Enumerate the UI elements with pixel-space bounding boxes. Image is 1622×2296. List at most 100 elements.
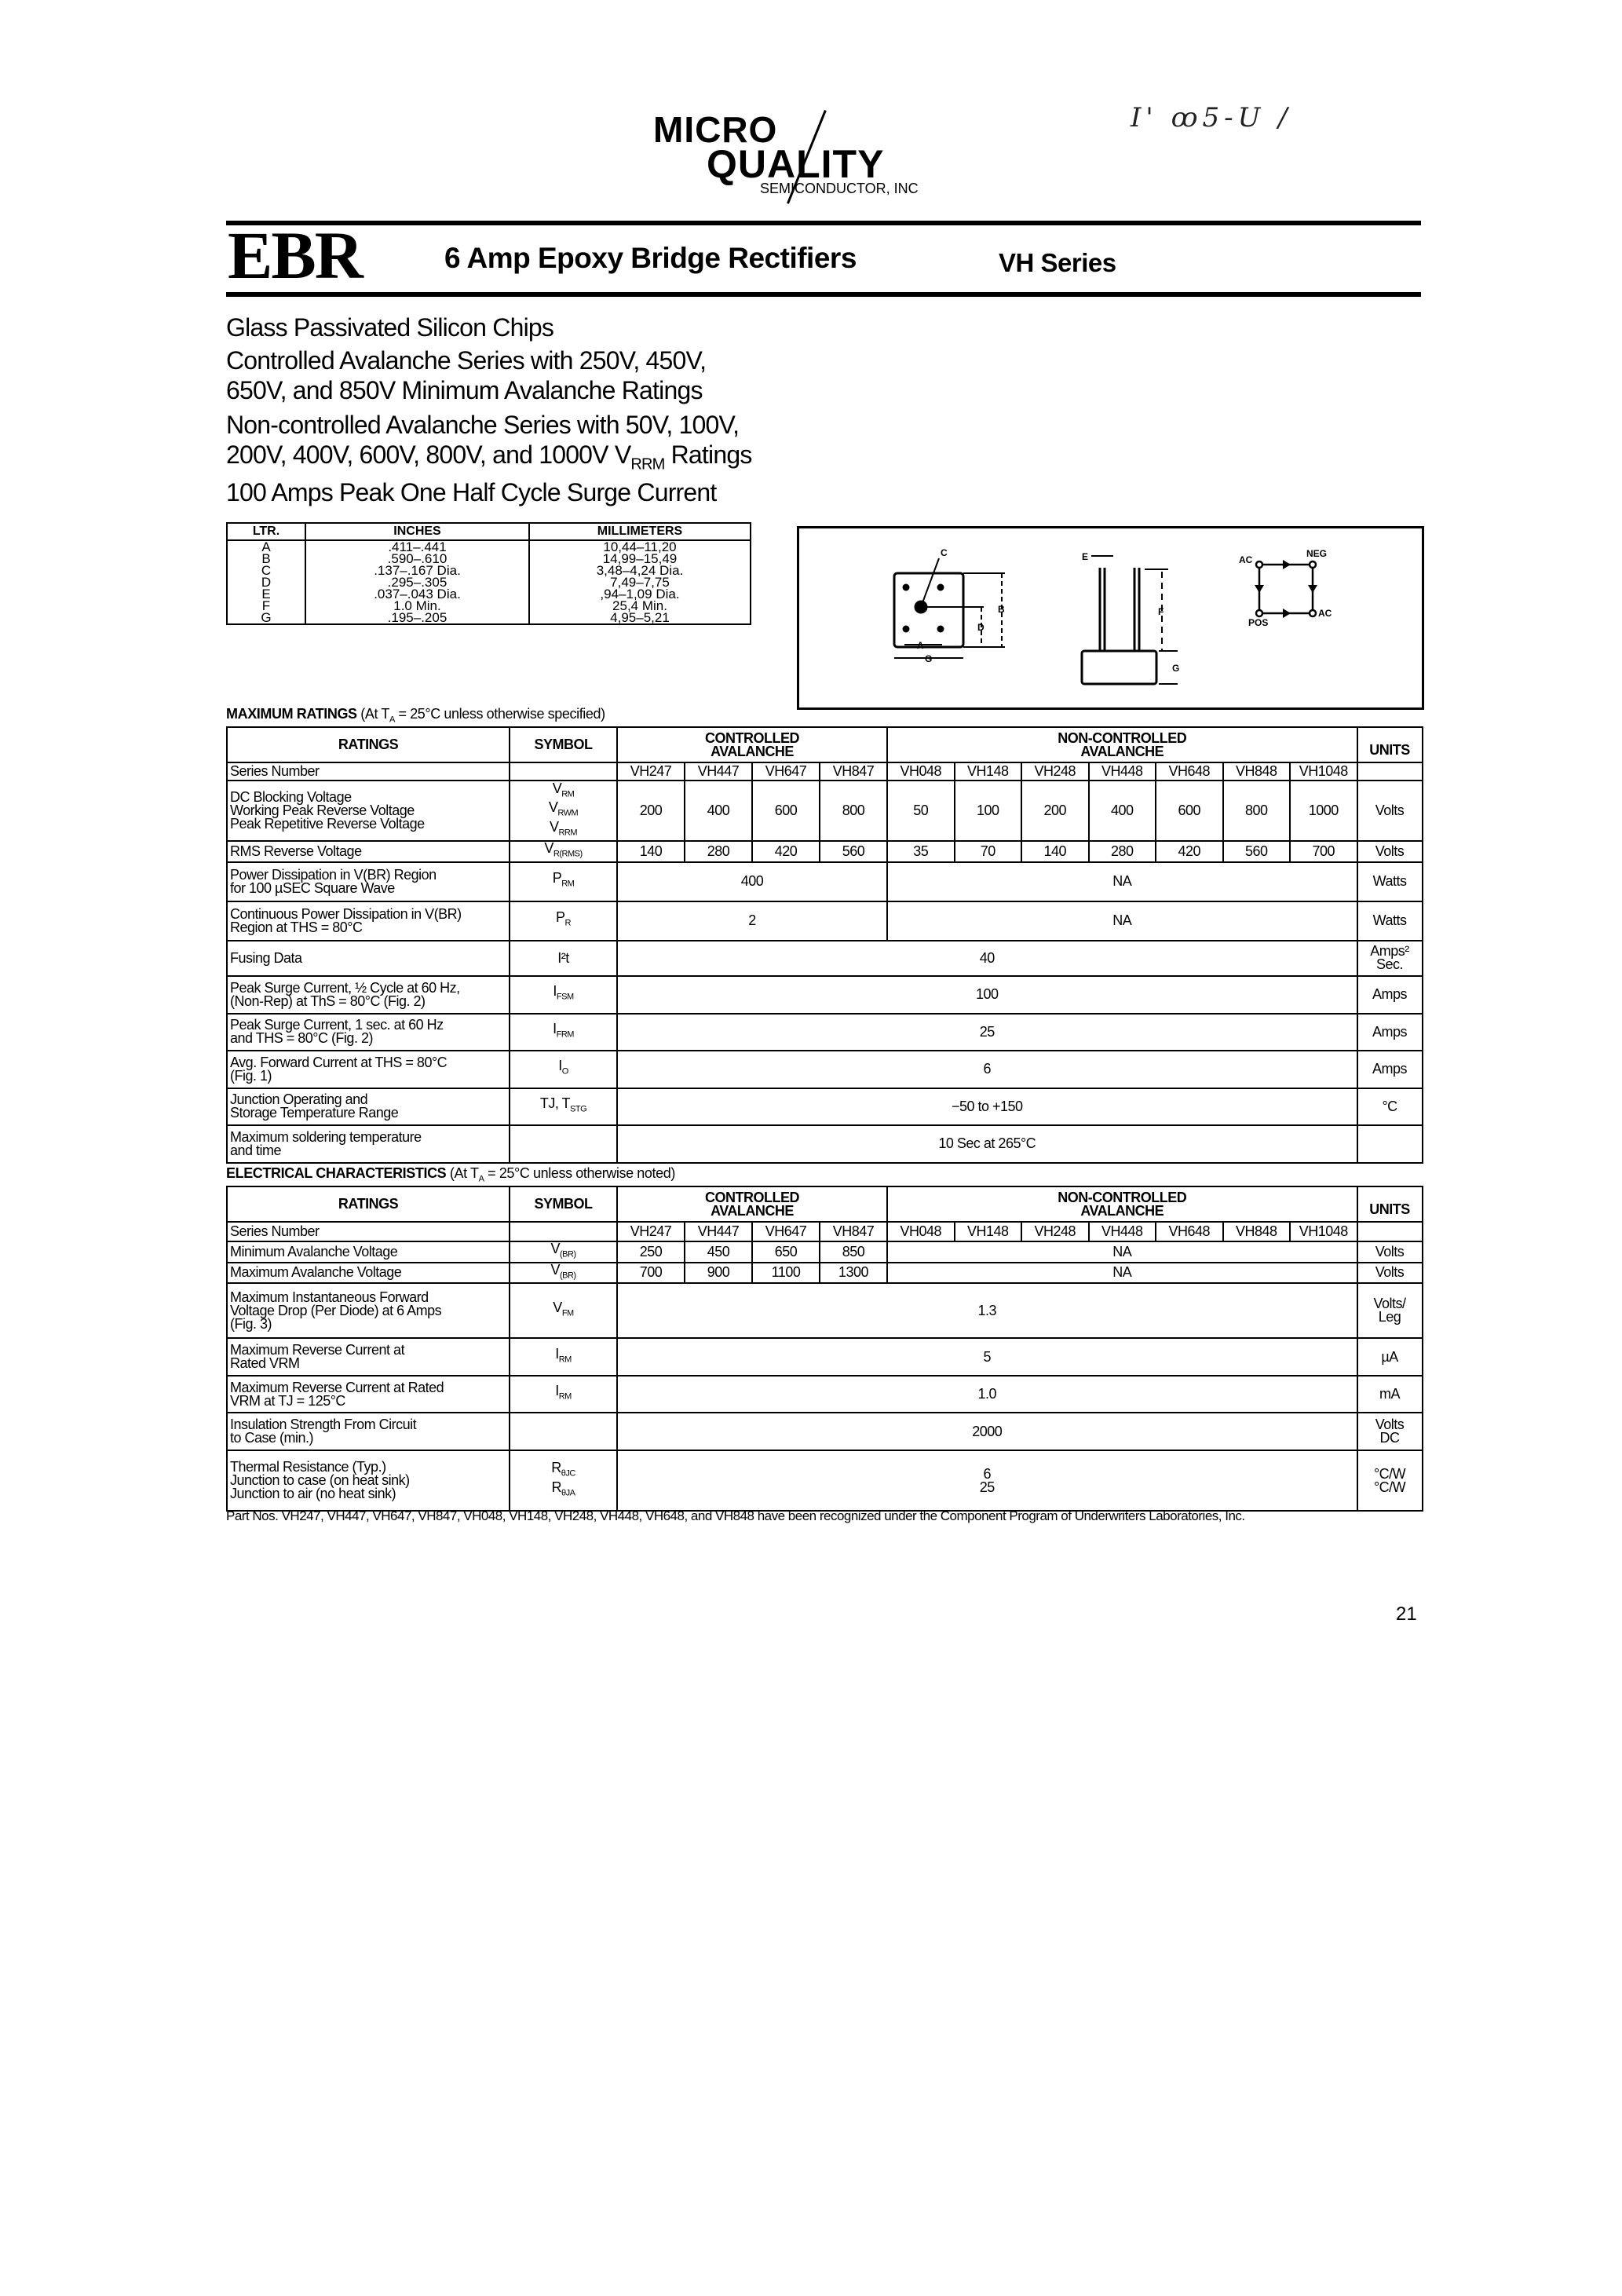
header-noncontrolled-avalanche: NON-CONTROLLED AVALANCHE bbox=[886, 726, 1358, 763]
all-series-value-cell: 1.3 bbox=[616, 1282, 1358, 1340]
feature-3-text: Non-controlled Avalanche Series with 50V… bbox=[226, 411, 740, 469]
max-ratings-title-bold: MAXIMUM RATINGS bbox=[226, 706, 357, 722]
controlled-value-cell: 650 bbox=[751, 1241, 820, 1263]
symbol-subscript: (BR) bbox=[559, 1270, 576, 1281]
package-diagram: C A G B D E F G AC NEG POS AC bbox=[797, 526, 1424, 710]
series-number: VH448 bbox=[1087, 1221, 1156, 1242]
symbol-base: R bbox=[551, 1479, 562, 1495]
rating-label: Maximum soldering temperature and time bbox=[226, 1124, 510, 1164]
label-c: C bbox=[941, 547, 948, 558]
all-series-value-cell: 2000 bbox=[616, 1412, 1358, 1452]
rating-label: Peak Surge Current, 1 sec. at 60 Hz and … bbox=[226, 1012, 510, 1051]
label-e: E bbox=[1082, 551, 1088, 562]
symbol-base: P bbox=[552, 870, 562, 887]
series-number: VH647 bbox=[751, 762, 820, 781]
dims-inches: .411–.441 .590–.610 .137–.167 Dia. .295–… bbox=[305, 540, 530, 625]
units-cell: Volts bbox=[1356, 840, 1423, 863]
header-noncontrolled-avalanche: NON-CONTROLLED AVALANCHE bbox=[886, 1186, 1358, 1223]
label-ac-1: AC bbox=[1239, 554, 1253, 565]
symbol-subscript: FSM bbox=[556, 992, 574, 1002]
controlled-value-cell: 400 bbox=[616, 861, 888, 902]
feature-1: Glass Passivated Silicon Chips bbox=[226, 313, 554, 342]
symbol-base: P bbox=[556, 909, 565, 926]
series-number: VH1048 bbox=[1289, 762, 1358, 781]
value-cell: 280 bbox=[684, 840, 753, 863]
controlled-value-cell: 2 bbox=[616, 900, 888, 941]
header-units: UNITS bbox=[1356, 726, 1423, 763]
bottom-rule bbox=[226, 292, 1421, 297]
rating-label: Insulation Strength From Circuit to Case… bbox=[226, 1412, 510, 1452]
series-units-empty bbox=[1356, 1221, 1423, 1242]
symbol-base: I bbox=[555, 1345, 559, 1362]
max-ratings-title: MAXIMUM RATINGS (At TA = 25°C unless oth… bbox=[226, 706, 605, 725]
symbol-cell: V(BR) bbox=[509, 1241, 618, 1263]
dims-header-mm: MILLIMETERS bbox=[528, 522, 751, 541]
symbol-subscript: R bbox=[564, 918, 572, 928]
all-series-value-cell: 10 Sec at 265°C bbox=[616, 1124, 1358, 1164]
table-row: DC Blocking Voltage Working Peak Reverse… bbox=[226, 780, 1423, 842]
series-number: VH848 bbox=[1222, 762, 1291, 781]
value-cell: 140 bbox=[1021, 840, 1090, 863]
all-series-value-cell: 40 bbox=[616, 939, 1358, 977]
series-number: VH648 bbox=[1155, 1221, 1224, 1242]
rating-label: Maximum Reverse Current at Rated VRM bbox=[226, 1337, 510, 1377]
units-cell: Amps bbox=[1356, 1049, 1423, 1089]
series-number-label: Series Number bbox=[226, 762, 510, 781]
all-series-value-cell: 100 bbox=[616, 974, 1358, 1015]
series-number-label: Series Number bbox=[226, 1221, 510, 1242]
units-cell: Volts bbox=[1356, 1261, 1423, 1285]
symbol-subscript: RM bbox=[558, 1355, 572, 1365]
rating-label: Avg. Forward Current at THS = 80°C (Fig.… bbox=[226, 1049, 510, 1089]
product-code: EBR bbox=[228, 218, 363, 293]
series-number: VH248 bbox=[1021, 762, 1090, 781]
symbol-subscript: STG bbox=[570, 1104, 587, 1114]
max-ratings-title-rest: (At T bbox=[356, 706, 389, 722]
controlled-value-cell: 700 bbox=[616, 1261, 685, 1285]
symbol-cell bbox=[509, 1124, 618, 1164]
units-cell: Watts bbox=[1356, 861, 1423, 902]
max-ratings-table: RATINGS SYMBOL CONTROLLED AVALANCHE NON-CON… bbox=[226, 726, 1423, 1164]
label-g: G bbox=[925, 653, 932, 664]
rating-label: Power Dissipation in V(BR) Region for 10… bbox=[226, 861, 510, 902]
electrical-title-sub: A bbox=[478, 1174, 484, 1184]
table-row: Maximum Instantaneous Forward Voltage Dr… bbox=[226, 1282, 1423, 1340]
rating-label: Thermal Resistance (Typ.) Junction to ca… bbox=[226, 1450, 510, 1512]
series-number: VH847 bbox=[819, 1221, 888, 1242]
units-cell: Volts bbox=[1356, 1241, 1423, 1263]
table-row: Minimum Avalanche Voltage V(BR) 250 450 650 8… bbox=[226, 1241, 1423, 1263]
feature-3-sub: RRM bbox=[630, 455, 665, 473]
max-ratings-title-end: = 25°C unless otherwise specified) bbox=[394, 706, 605, 722]
all-series-value-cell: 5 bbox=[616, 1337, 1358, 1377]
symbol-base: I²t bbox=[557, 949, 569, 966]
units-cell bbox=[1356, 1124, 1423, 1164]
all-series-value-cell: 6 25 bbox=[616, 1450, 1358, 1512]
symbol-subscript: RM bbox=[558, 1391, 572, 1402]
table-row: Insulation Strength From Circuit to Case… bbox=[226, 1412, 1423, 1452]
series-symbol-empty bbox=[509, 1221, 618, 1242]
controlled-value-cell: 850 bbox=[819, 1241, 888, 1263]
dims-letters: A B C D E F G bbox=[226, 540, 306, 625]
rating-label: Junction Operating and Storage Temperatu… bbox=[226, 1087, 510, 1126]
series-units-empty bbox=[1356, 762, 1423, 781]
symbol-cell: IRM bbox=[509, 1375, 618, 1414]
value-cell: 800 bbox=[819, 780, 888, 842]
symbol-base: I bbox=[553, 983, 557, 1000]
units-cell: Amps bbox=[1356, 974, 1423, 1015]
label-neg: NEG bbox=[1306, 548, 1327, 559]
handwritten-note: I' ꝏ5-U / bbox=[1131, 102, 1292, 133]
symbol-base: V bbox=[550, 1241, 560, 1256]
series-number: VH647 bbox=[751, 1221, 820, 1242]
symbol-cell: RθJC RθJA bbox=[509, 1450, 618, 1512]
series-symbol-empty bbox=[509, 762, 618, 781]
noncontrolled-value-cell: NA bbox=[886, 1261, 1358, 1285]
electrical-title-bold: ELECTRICAL CHARACTERISTICS bbox=[226, 1165, 447, 1181]
logo-semiconductor: SEMICONDUCTOR, INC bbox=[760, 181, 919, 196]
rating-label: Continuous Power Dissipation in V(BR) Re… bbox=[226, 900, 510, 941]
max-ratings-title-sub: A bbox=[389, 715, 395, 725]
page-title: 6 Amp Epoxy Bridge Rectifiers bbox=[444, 242, 857, 274]
symbol-subscript: RRM bbox=[558, 828, 578, 838]
rating-label: Peak Surge Current, ½ Cycle at 60 Hz, (N… bbox=[226, 974, 510, 1015]
symbol-base: V bbox=[544, 840, 553, 856]
feature-3: Non-controlled Avalanche Series with 50V… bbox=[226, 410, 752, 479]
units-cell: Watts bbox=[1356, 900, 1423, 941]
